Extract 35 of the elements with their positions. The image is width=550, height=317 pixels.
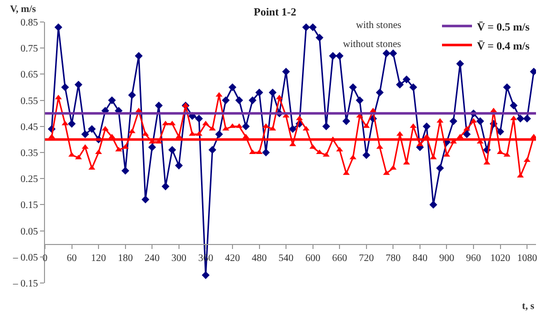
y-tick-label: 0.75 [20, 44, 38, 55]
x-tick-label: 720 [358, 252, 374, 264]
y-tick-label: 0.05 [20, 226, 38, 238]
x-axis-title: t, s [522, 301, 534, 312]
x-tick-label: 480 [252, 252, 267, 264]
y-axis-title: V, m/s [10, 4, 36, 15]
x-tick-label: 180 [118, 252, 133, 264]
x-tick-label: 960 [466, 252, 482, 264]
legend-label: V̄ = 0.4 m/s [477, 40, 530, 52]
y-tick-label: 0.55 [20, 96, 38, 107]
y-tick-label: 0.35 [20, 148, 38, 159]
x-tick-label: 1080 [517, 252, 538, 264]
chart-title: Point 1-2 [254, 6, 297, 19]
y-tick-label: 0.85 [20, 18, 38, 28]
x-tick-label: 840 [412, 252, 428, 264]
x-tick-label: 1020 [490, 252, 510, 264]
y-tick-label: 0.25 [20, 174, 38, 186]
x-tick-label: 900 [439, 252, 454, 264]
x-tick-label: 600 [305, 252, 320, 264]
x-tick-label: 540 [278, 252, 294, 264]
legend-label: V̄ = 0.5 m/s [477, 21, 530, 34]
y-tick-label: 0.65 [20, 70, 38, 81]
x-tick-label: 420 [224, 252, 240, 264]
x-tick-label: 240 [144, 252, 160, 264]
y-tick-label: – 0.05 [12, 252, 38, 264]
y-tick-label: 0.45 [20, 122, 38, 133]
x-tick-label: 120 [91, 252, 106, 264]
x-tick-label: 60 [66, 252, 77, 264]
x-tick-label: 660 [332, 252, 348, 264]
y-tick-label: – 0.15 [12, 278, 38, 290]
y-tick-label: 0.15 [20, 200, 38, 212]
annotation: without stones [343, 39, 402, 50]
annotation: with stones [356, 20, 402, 31]
x-tick-label: 780 [386, 252, 401, 264]
x-tick-label: 300 [171, 252, 186, 264]
